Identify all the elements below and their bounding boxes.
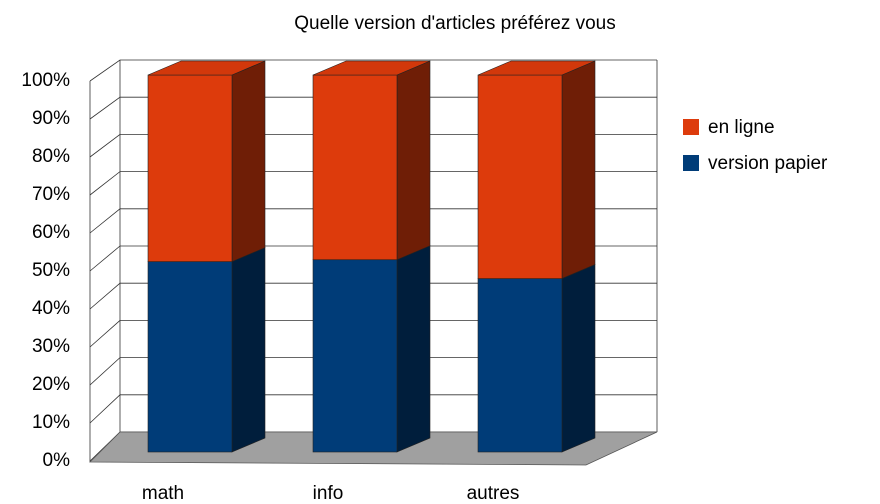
- y-tick-label: 80%: [32, 146, 70, 167]
- y-tick-label: 40%: [32, 298, 70, 319]
- bar-front: [312, 259, 398, 453]
- legend-label: version papier: [708, 153, 828, 174]
- bar-front: [147, 261, 233, 453]
- x-tick-label: math: [142, 483, 184, 504]
- bar-side: [231, 60, 266, 263]
- bar-front: [147, 74, 233, 262]
- bar-segment: [312, 245, 431, 453]
- legend-label: en ligne: [708, 117, 775, 138]
- bar-side: [231, 247, 266, 453]
- bar-segment: [477, 264, 596, 453]
- y-tick-label: 100%: [21, 70, 70, 91]
- y-tick-label: 0%: [43, 450, 71, 471]
- y-tick-label: 10%: [32, 412, 70, 433]
- chart-title: Quelle version d'articles préférez vous: [294, 13, 616, 34]
- y-tick-label: 30%: [32, 336, 70, 357]
- bar-side: [396, 245, 431, 453]
- bar-front: [312, 74, 398, 261]
- bar-front: [477, 278, 563, 453]
- bar-top: [312, 60, 431, 76]
- legend-swatch: [683, 119, 699, 135]
- y-tick-label: 90%: [32, 108, 70, 129]
- y-tick-label: 60%: [32, 222, 70, 243]
- bar-side: [561, 60, 596, 280]
- bar-side: [561, 264, 596, 453]
- bar-front: [477, 74, 563, 279]
- bar-segment: [477, 60, 596, 280]
- bar-top: [477, 60, 596, 76]
- x-tick-label: autres: [467, 483, 520, 504]
- x-tick-label: info: [313, 483, 344, 504]
- bar-top: [147, 60, 266, 76]
- y-tick-label: 50%: [32, 260, 70, 281]
- y-tick-label: 70%: [32, 184, 70, 205]
- legend-swatch: [683, 155, 699, 171]
- bar-segment: [312, 60, 431, 261]
- bar-segment: [147, 247, 266, 453]
- y-tick-label: 20%: [32, 374, 70, 395]
- bar-side: [396, 60, 431, 261]
- bar-segment: [147, 60, 266, 263]
